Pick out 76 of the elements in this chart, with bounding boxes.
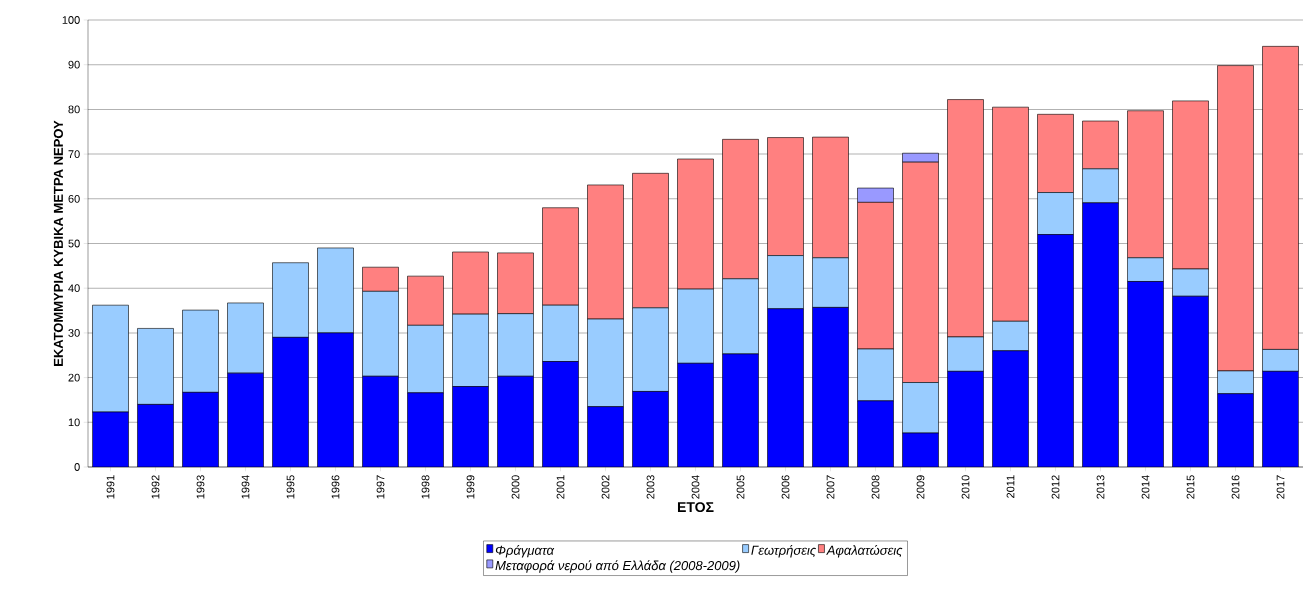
y-tick-label: 20 — [68, 373, 80, 382]
x-tick-label: 2003 — [646, 475, 655, 499]
y-tick-label: 10 — [68, 418, 80, 427]
x-axis-title: ΕΤΟΣ — [677, 502, 714, 513]
x-tick-label: 2017 — [1276, 475, 1285, 499]
y-tick-label: 30 — [68, 329, 80, 337]
bar — [227, 302, 264, 374]
x-tick-label: 2016 — [1231, 475, 1240, 499]
x-tick-label: 2011 — [1006, 475, 1015, 498]
x-tick-label: 2004 — [691, 475, 700, 499]
bar — [92, 412, 129, 467]
bar — [452, 386, 489, 467]
bar — [317, 247, 354, 334]
bar — [767, 308, 804, 467]
x-tick-label: 1993 — [196, 475, 205, 499]
x-tick-label: 2008 — [871, 475, 880, 499]
x-tick-label: 2007 — [826, 475, 835, 499]
bar — [812, 307, 849, 467]
bar — [497, 376, 534, 467]
bar — [137, 328, 174, 405]
bar — [1127, 281, 1164, 467]
x-tick-label: 1991 — [106, 475, 115, 499]
x-tick-label: 1998 — [421, 475, 430, 499]
x-tick-label: 2014 — [1141, 475, 1150, 499]
legend-label: Αφαλατώσεις — [826, 544, 903, 558]
bar — [857, 400, 894, 467]
bar — [902, 433, 939, 467]
y-tick-label: 40 — [68, 284, 80, 293]
x-tick-label: 2001 — [556, 475, 565, 499]
y-tick-label: 70 — [68, 150, 80, 158]
bar — [1217, 393, 1254, 467]
bar — [632, 391, 669, 467]
bar — [227, 373, 264, 467]
x-tick-label: 2005 — [736, 475, 745, 499]
bar — [722, 353, 759, 467]
x-tick-label: 1996 — [331, 475, 340, 499]
bar — [1082, 202, 1119, 467]
bar — [272, 262, 309, 338]
x-tick-label: 1994 — [241, 475, 250, 499]
y-tick-label: 90 — [68, 60, 80, 69]
x-tick-label: 1995 — [286, 475, 295, 499]
x-tick-label: 2012 — [1051, 475, 1060, 499]
y-tick-label: 0 — [74, 463, 80, 471]
bar — [1262, 371, 1299, 467]
bar — [587, 406, 624, 467]
bar — [137, 404, 174, 467]
legend-label: Μεταφορά νερού από Ελλάδα (2008-2009) — [495, 560, 740, 573]
legend-label: Φράγματα — [495, 544, 555, 558]
x-tick-label: 2013 — [1096, 475, 1105, 499]
bar — [542, 361, 579, 467]
bar — [1172, 296, 1209, 467]
x-tick-label: 1992 — [151, 475, 160, 499]
bar — [182, 392, 219, 467]
bar — [182, 309, 219, 393]
bar — [677, 363, 714, 467]
x-tick-label: 1997 — [376, 475, 385, 499]
y-tick-label: 80 — [68, 105, 80, 114]
bar — [992, 350, 1029, 467]
x-tick-label: 2000 — [511, 475, 520, 499]
y-tick-label: 60 — [68, 194, 80, 203]
legend-label: Γεωτρήσεις — [751, 544, 817, 558]
x-tick-label: 2010 — [961, 475, 970, 499]
bar — [272, 337, 309, 467]
x-tick-label: 2015 — [1186, 475, 1195, 499]
bar — [407, 392, 444, 467]
bar — [362, 376, 399, 467]
bar — [1037, 234, 1074, 467]
y-axis-title: ΕΚΑΤΟΜΜΥΡΙΑ ΚΥΒΙΚΑ ΜΕΤΡΑ ΝΕΡΟΥ — [53, 120, 63, 366]
y-tick-label: 100 — [62, 16, 80, 24]
bar — [317, 332, 354, 467]
bar — [947, 371, 984, 467]
x-tick-label: 1999 — [466, 475, 475, 499]
x-tick-label: 2006 — [781, 475, 790, 499]
x-tick-label: 2009 — [916, 475, 925, 499]
x-tick-label: 2002 — [601, 475, 610, 499]
y-tick-label: 50 — [68, 239, 80, 248]
